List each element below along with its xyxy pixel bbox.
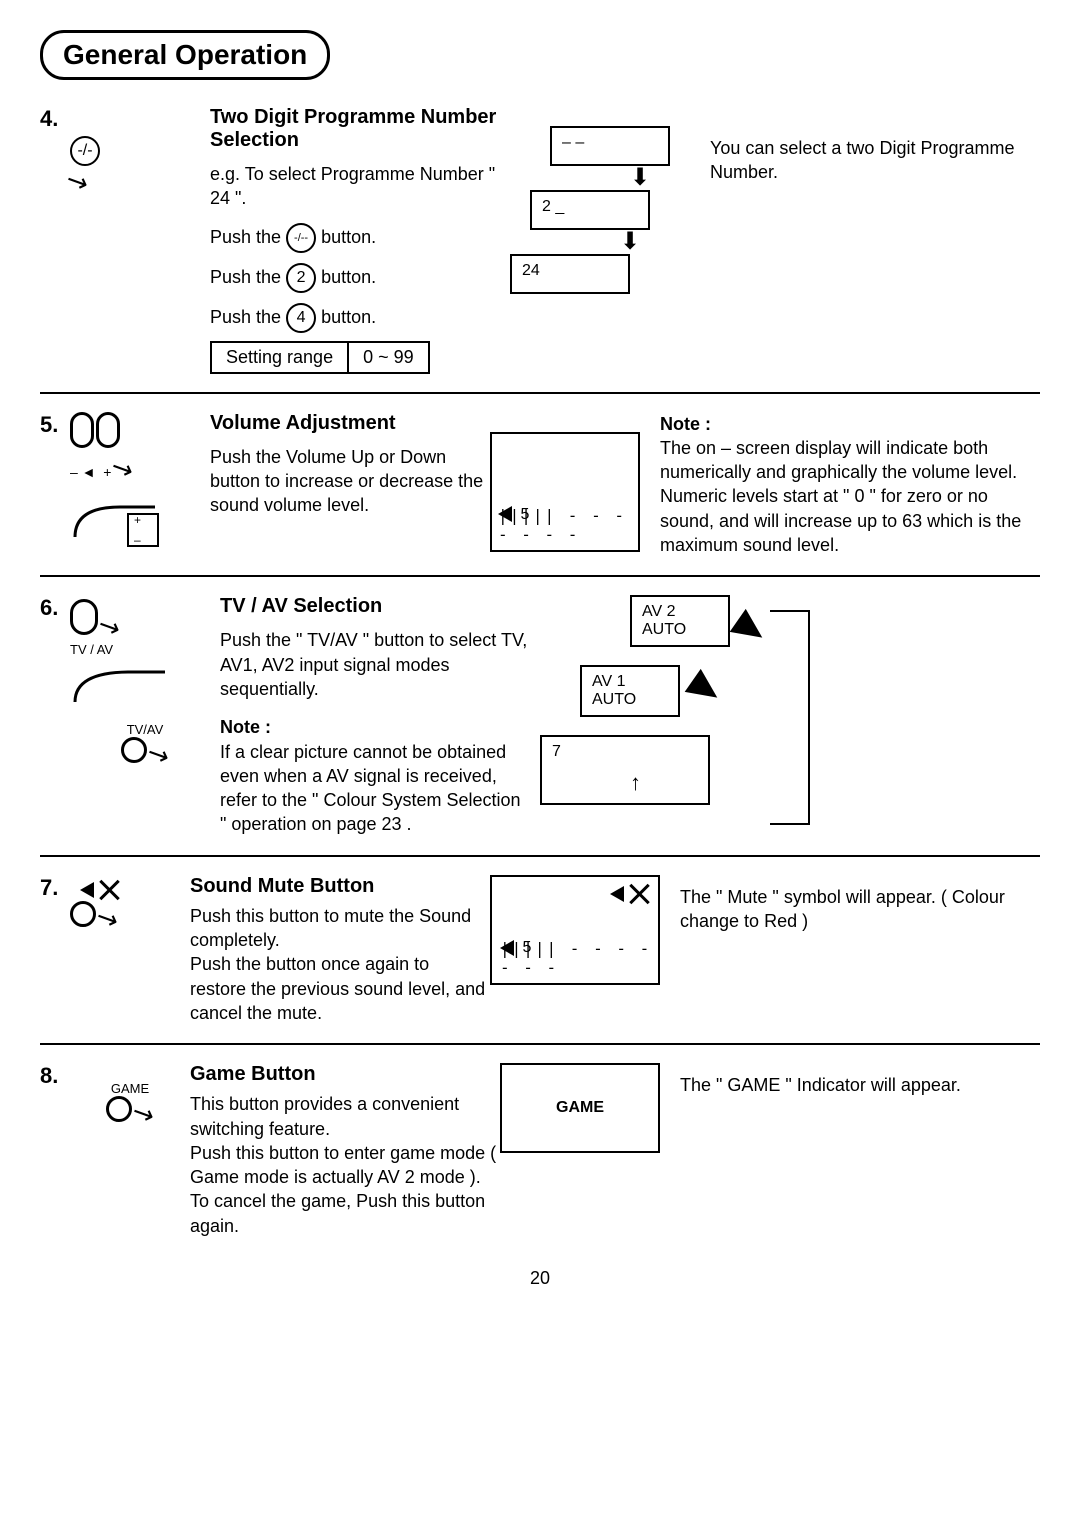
osd-step3: 24 [510,254,630,294]
section-heading: Sound Mute Button [190,875,490,898]
press-arrow-icon: ↘ [93,608,126,645]
tv-av-remote-icon: ↘ TV / AV [70,599,220,657]
front-panel-icon [70,657,170,717]
press-arrow-icon: ↘ [106,449,139,486]
button-4-icon: 4 [286,303,316,333]
note-label: Note : [220,715,530,739]
section-heading: Volume Adjustment [210,412,490,435]
page-title: General Operation [40,30,330,80]
press-arrow-icon: ↘ [142,736,175,773]
step-2: Push the 2 button. [210,263,510,293]
section-heading: Two Digit Programme Number Selection [210,106,510,152]
arrow-icon [730,609,771,649]
section-number: 8. [40,1063,70,1089]
press-arrow-icon: ↘ [127,1095,160,1132]
note-body: The on – screen display will indicate bo… [660,436,1040,557]
button-2-icon: 2 [286,263,316,293]
volume-osd: 5 ||||| - - - - - - - [490,432,640,552]
osd-prog: 7 [540,735,710,805]
section-heading: TV / AV Selection [220,595,530,618]
divider [40,1043,1040,1045]
svg-text:+: + [134,513,141,527]
section-number: 7. [40,875,70,901]
setting-range-box: Setting range 0 ~ 99 [210,341,430,374]
section-number: 4. [40,106,70,132]
button-digit-entry-icon: -/-- [286,223,316,253]
step-1: Push the -/-- button. [210,223,510,253]
mute-remote-icon: ↘ [70,879,190,934]
section-number: 5. [40,412,70,438]
osd-step1: – – [550,126,670,166]
section-7-note: The " Mute " symbol will appear. ( Colou… [680,885,1040,934]
digit-button-icon: -/- [70,136,100,166]
section-7: 7. ↘ Sound Mute Button Push this button … [40,875,1040,1025]
section-body: Push the Volume Up or Down button to inc… [210,445,490,518]
section-6: 6. ↘ TV / AV TV/AV ↘ TV / AV Selection P… [40,595,1040,836]
press-arrow-icon: ↘ [91,900,124,937]
divider [40,575,1040,577]
volume-bar-icon: ||||| - - - - - - - [498,506,638,544]
tv-av-cycle-diagram: AV 2 AUTO AV 1 AUTO 7 ↑ [540,595,840,835]
tv-av-label: TV / AV [70,642,220,657]
section-8: 8. GAME ↘ Game Button This button provid… [40,1063,1040,1238]
arrow-up-icon: ↑ [630,770,641,796]
osd-step2: 2 _ [530,190,650,230]
osd-av2: AV 2 AUTO [630,595,730,647]
mute-osd: 5 ||||| - - - - - - - [490,875,660,985]
section-body: Push the " TV/AV " button to select TV, … [220,628,530,701]
step-3: Push the 4 button. [210,303,510,333]
svg-text:–: – [134,533,141,547]
volume-buttons-icon: – ◄ + ↘ [70,412,210,484]
front-panel-icon: + – [70,492,160,552]
note-label: Note : [660,412,1040,436]
section-4-note: You can select a two Digit Programme Num… [710,136,1040,185]
tv-av-panel-button-icon: ↘ [70,737,220,770]
section-body: This button provides a convenient switch… [190,1092,500,1238]
section-heading: Game Button [190,1063,500,1086]
note-body: If a clear picture cannot be obtained ev… [220,740,530,837]
section-8-note: The " GAME " Indicator will appear. [680,1073,1040,1097]
section-number: 6. [40,595,70,621]
mute-x-icon [628,883,650,905]
arrow-down-icon: ⬇ [550,230,710,254]
section-body: Push this button to mute the Sound compl… [190,904,490,1025]
press-arrow-icon: ↘ [60,163,93,200]
intro-text: e.g. To select Programme Number " 24 ". [210,162,510,211]
divider [40,392,1040,394]
divider [40,855,1040,857]
tv-av-front-label: TV/AV [70,722,220,737]
arrow-down-icon: ⬇ [570,166,710,190]
section-4: 4. -/- ↘ Two Digit Programme Number Sele… [40,106,1040,374]
game-label: GAME [70,1081,190,1096]
section-5: 5. – ◄ + ↘ + – Volume Adjustment Push th… [40,412,1040,558]
page-number: 20 [40,1268,1040,1289]
speaker-icon [610,886,624,902]
osd-av1: AV 1 AUTO [580,665,680,717]
volume-bar-icon: ||||| - - - - - - - [500,939,658,977]
arrow-icon [685,669,726,709]
game-osd: GAME [500,1063,660,1153]
